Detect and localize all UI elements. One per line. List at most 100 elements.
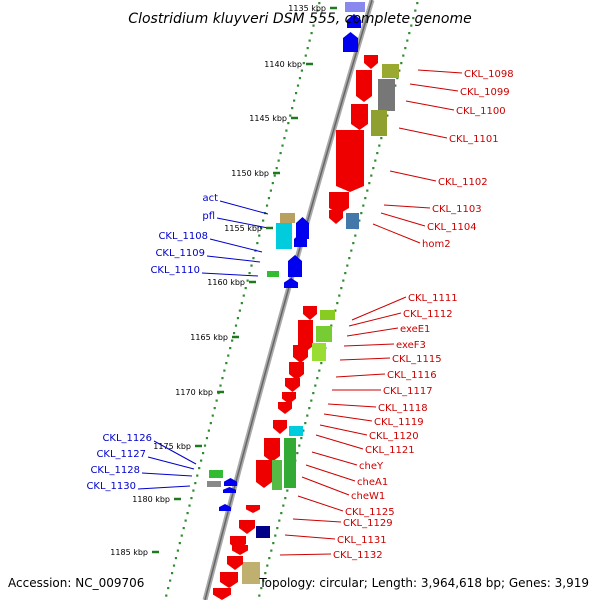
left-track-dot — [271, 182, 274, 185]
gene-label-ckl-1128[interactable]: CKL_1128 — [90, 465, 140, 476]
right-track-dot — [338, 294, 341, 297]
left-track-dot — [312, 24, 315, 27]
gene-label-ckl-1130[interactable]: CKL_1130 — [86, 481, 136, 492]
right-track-dot — [408, 32, 411, 35]
left-track-dot — [196, 474, 199, 477]
gene-label-ckl-1101[interactable]: CKL_1101 — [449, 134, 499, 145]
label-leader-line — [323, 413, 373, 422]
label-leader-line — [311, 451, 358, 466]
gene-label-ckl-1117[interactable]: CKL_1117 — [383, 386, 433, 397]
gene-label-ckl-1110[interactable]: CKL_1110 — [150, 265, 200, 276]
gene-label-ckl-1100[interactable]: CKL_1100 — [456, 106, 506, 117]
right-track-dot — [374, 159, 377, 162]
gene-feature — [316, 326, 332, 342]
gene-label-ckl-1118[interactable]: CKL_1118 — [378, 403, 428, 414]
label-leader-line — [153, 440, 197, 465]
left-track-dot — [188, 504, 191, 507]
right-track-dot — [300, 437, 303, 440]
gene-label-ckl-1103[interactable]: CKL_1103 — [432, 204, 482, 215]
left-track-dot — [310, 32, 313, 35]
gene-label-ckl-1121[interactable]: CKL_1121 — [365, 445, 415, 456]
gene-label-ckl-1127[interactable]: CKL_1127 — [96, 449, 146, 460]
left-track-dot — [314, 17, 317, 20]
gene-feature — [246, 505, 260, 513]
gene-label-ckl-1098[interactable]: CKL_1098 — [464, 69, 514, 80]
gene-label-ckl-1120[interactable]: CKL_1120 — [369, 431, 419, 442]
gene-feature — [285, 378, 300, 392]
right-track-dot — [344, 272, 347, 275]
left-track-dot — [246, 279, 249, 282]
left-track-dot — [170, 572, 174, 575]
gene-label-chea1[interactable]: cheA1 — [357, 477, 388, 488]
gene-label-ckl-1109[interactable]: CKL_1109 — [155, 248, 205, 259]
label-leader-line — [315, 434, 364, 450]
label-leader-line — [209, 238, 263, 253]
gene-feature — [272, 460, 282, 490]
right-track-dot — [264, 572, 267, 575]
left-track-dot — [285, 129, 288, 132]
right-track-dot — [312, 392, 315, 395]
label-lines — [137, 69, 463, 556]
left-track-dot — [192, 489, 195, 492]
left-track-dot — [223, 369, 226, 372]
gene-feature — [224, 478, 237, 486]
gene-label-hom2[interactable]: hom2 — [422, 239, 451, 250]
gene-label-ckl-1108[interactable]: CKL_1108 — [158, 231, 208, 242]
gene-feature — [346, 213, 359, 229]
gene-label-ckl-1129[interactable]: CKL_1129 — [343, 518, 393, 529]
gene-feature — [273, 420, 287, 434]
label-leader-line — [348, 312, 402, 327]
right-track-dot — [306, 414, 309, 417]
kbp-ticks: 1135 kbp 1140 kbp 1145 kbp 1150 kbp 1155 kbp… — [110, 4, 337, 557]
label-leader-line — [372, 223, 421, 244]
gene-feature — [282, 392, 296, 404]
label-leader-line — [201, 272, 259, 277]
label-leader-line — [147, 456, 195, 470]
left-track-dot — [200, 459, 203, 462]
left-track-dot — [275, 167, 278, 170]
label-leader-line — [219, 200, 269, 215]
gene-label-ckl-1119[interactable]: CKL_1119 — [374, 417, 424, 428]
gene-label-act[interactable]: act — [202, 193, 218, 204]
right-track-dot — [320, 362, 323, 365]
gene-label-ckl-1102[interactable]: CKL_1102 — [438, 177, 488, 188]
gene-feature — [223, 487, 236, 493]
gene-label-pfl[interactable]: pfl — [202, 211, 215, 222]
gene-label-chey[interactable]: cheY — [359, 461, 384, 472]
gene-feature — [288, 255, 302, 277]
left-track-dot — [306, 47, 309, 50]
gene-feature — [298, 320, 313, 352]
gene-feature — [294, 233, 307, 247]
label-leader-line — [279, 553, 332, 556]
gene-label-ckl-1099[interactable]: CKL_1099 — [460, 87, 510, 98]
right-track-dot — [272, 542, 275, 545]
label-leader-line — [319, 424, 368, 436]
gene-label-ckl-1116[interactable]: CKL_1116 — [387, 370, 437, 381]
gene-label-exee1[interactable]: exeE1 — [400, 324, 430, 335]
gene-feature — [256, 460, 272, 488]
gene-label-ckl-1104[interactable]: CKL_1104 — [427, 222, 477, 233]
left-track-dot — [248, 272, 251, 275]
gene-feature — [207, 481, 221, 487]
gene-feature — [280, 213, 295, 223]
gene-label-ckl-1132[interactable]: CKL_1132 — [333, 550, 383, 561]
gene-label-chew1[interactable]: cheW1 — [351, 491, 385, 502]
label-leader-line — [305, 464, 356, 482]
label-leader-line — [409, 83, 459, 92]
gene-label-ckl-1125[interactable]: CKL_1125 — [345, 507, 395, 518]
left-track-dot — [294, 92, 298, 95]
left-track-dot — [256, 242, 259, 245]
left-track-dot — [296, 84, 300, 87]
right-track-dot — [414, 9, 417, 12]
gene-label-ckl-1126[interactable]: CKL_1126 — [102, 433, 152, 444]
gene-label-ckl-1112[interactable]: CKL_1112 — [403, 309, 453, 320]
left-track-dot — [182, 527, 185, 530]
left-track-dot — [240, 302, 243, 305]
left-track-dot — [234, 324, 238, 327]
gene-label-ckl-1115[interactable]: CKL_1115 — [392, 354, 442, 365]
gene-label-exef3[interactable]: exeF3 — [396, 340, 426, 351]
left-track-dot — [258, 234, 261, 237]
right-track-dot — [336, 302, 339, 305]
gene-label-ckl-1111[interactable]: CKL_1111 — [408, 293, 458, 304]
gene-label-ckl-1131[interactable]: CKL_1131 — [337, 535, 387, 546]
